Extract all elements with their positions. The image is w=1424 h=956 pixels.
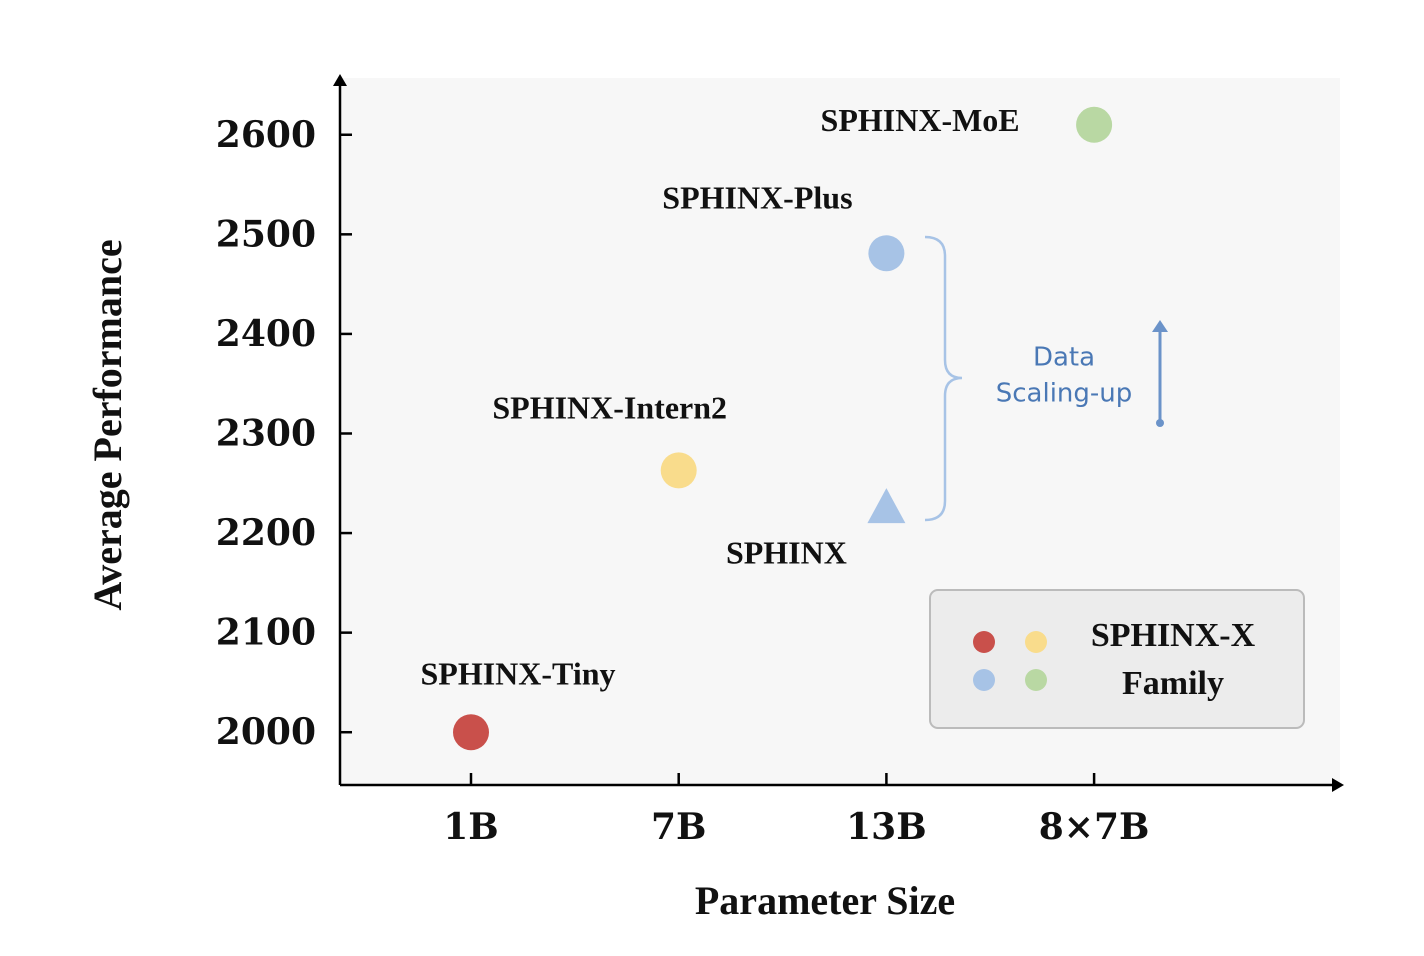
legend-label: Family	[1122, 665, 1224, 702]
y-axis-arrow	[333, 74, 347, 86]
point	[1076, 106, 1113, 143]
point-label: SPHINX-Plus	[662, 180, 852, 216]
y-tick-label: 2100	[216, 612, 316, 654]
y-tick-label: 2400	[216, 313, 316, 355]
annotation: Scaling-up	[996, 379, 1133, 409]
arrow-tail	[1156, 419, 1164, 427]
annotation: Data	[1033, 343, 1095, 373]
legend-marker	[1025, 631, 1047, 653]
point-label: SPHINX-MoE	[821, 102, 1020, 138]
x-axis-arrow	[1332, 778, 1344, 792]
y-tick-label: 2000	[216, 711, 316, 753]
y-tick-label: 2300	[216, 412, 316, 454]
y-axis-label: Average Performance	[85, 239, 130, 610]
point-label: SPHINX-Tiny	[420, 656, 615, 692]
legend-marker	[973, 631, 995, 653]
arrow-head	[1152, 320, 1168, 332]
y-tick-label: 2500	[216, 213, 316, 255]
x-axis-label: Parameter Size	[695, 878, 955, 923]
point-label: SPHINX	[726, 535, 847, 571]
legend-marker	[1025, 669, 1047, 691]
x-tick-label: 7B	[651, 806, 706, 848]
x-tick-label: 8×7B	[1039, 806, 1150, 848]
point	[868, 235, 905, 272]
brace	[924, 235, 963, 522]
point	[867, 488, 906, 524]
legend-box	[929, 589, 1305, 729]
legend-marker	[973, 669, 995, 691]
x-tick-label: 1B	[443, 806, 498, 848]
y-tick-label: 2600	[216, 114, 316, 156]
point	[660, 452, 697, 489]
x-tick-label: 13B	[846, 806, 927, 848]
point-label: SPHINX-Intern2	[492, 390, 727, 426]
point	[453, 714, 489, 751]
y-tick-label: 2200	[216, 512, 316, 554]
legend-label: SPHINX-X	[1091, 617, 1256, 654]
